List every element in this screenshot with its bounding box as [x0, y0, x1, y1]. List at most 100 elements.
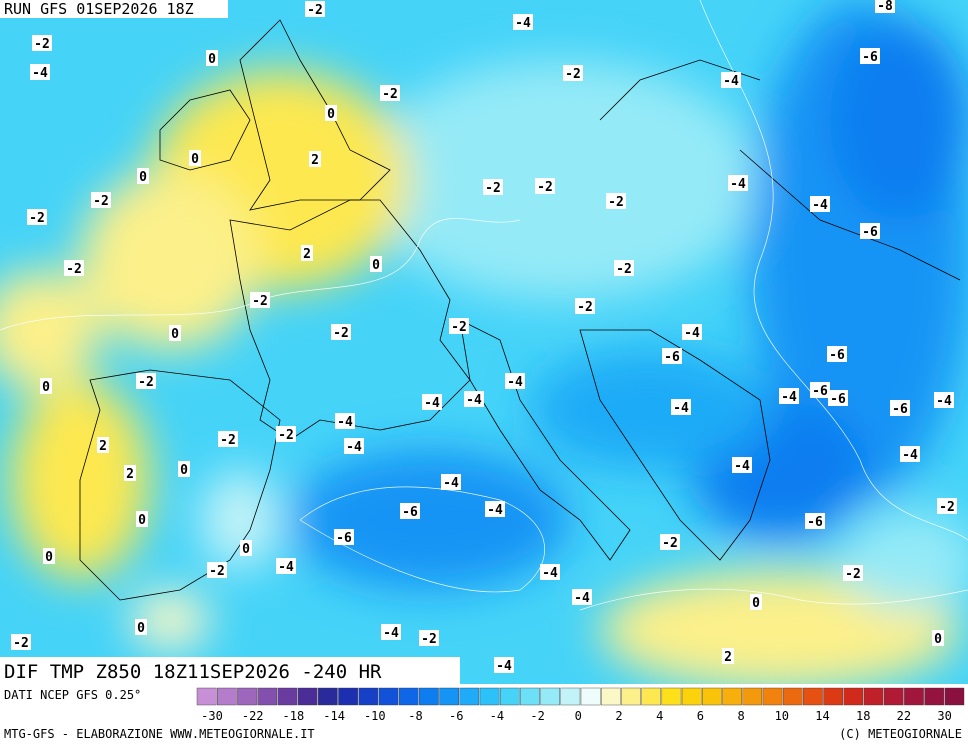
- contour-label: -6: [812, 384, 828, 399]
- legend-tick-label: -22: [242, 709, 264, 723]
- contour-label: -2: [138, 375, 154, 390]
- footer-title: DIF TMP Z850 18Z11SEP2026 -240 HR: [4, 661, 382, 683]
- contour-label-box: [485, 501, 505, 517]
- legend-swatch: [823, 687, 843, 706]
- contour-label-box: [843, 565, 863, 581]
- legend-swatch: [217, 687, 237, 706]
- contour-label: -8: [877, 0, 893, 14]
- legend-swatch: [863, 687, 884, 706]
- contour-label-box: [305, 1, 325, 17]
- contour-label-box: [464, 391, 484, 407]
- contour-label: -2: [845, 567, 861, 582]
- legend-swatch: [419, 687, 439, 706]
- legend-tick-label: 6: [697, 709, 704, 723]
- contour-label: 0: [752, 596, 760, 611]
- contour-label: 0: [138, 513, 146, 528]
- contour-label: -2: [382, 87, 398, 102]
- contour-label: 0: [242, 542, 250, 557]
- contour-label-box: [732, 457, 752, 473]
- contour-label-box: [682, 324, 702, 340]
- contour-label: -2: [93, 194, 109, 209]
- legend-swatch: [540, 687, 560, 706]
- contour-label-box: [934, 392, 954, 408]
- temperature-field: [0, 0, 968, 684]
- contour-label: 0: [934, 632, 942, 647]
- contour-label: -6: [862, 50, 878, 65]
- contour-label-box: [535, 178, 555, 194]
- contour-label: -2: [577, 300, 593, 315]
- contour-label-box: [43, 548, 55, 564]
- contour-label: 0: [139, 170, 147, 185]
- legend-swatch: [520, 687, 540, 706]
- header-box: [0, 0, 228, 18]
- legend-swatch: [297, 687, 318, 706]
- legend-tick-label: 10: [775, 709, 789, 723]
- contour-label-box: [750, 594, 762, 610]
- contour-label-box: [572, 589, 592, 605]
- legend-tick-label: 22: [897, 709, 911, 723]
- legend-swatch: [459, 687, 480, 706]
- contour-label: -4: [734, 459, 750, 474]
- contour-label-box: [370, 256, 382, 272]
- legend-swatch: [722, 687, 742, 706]
- contour-label-box: [860, 48, 880, 64]
- contour-label-box: [779, 388, 799, 404]
- contour-label: -2: [333, 326, 349, 341]
- legend-tick-label: 18: [856, 709, 870, 723]
- contour-label: 0: [372, 258, 380, 273]
- contour-label: -2: [662, 536, 678, 551]
- contour-label-box: [207, 562, 227, 578]
- contour-label-box: [810, 382, 830, 398]
- contour-label-box: [494, 657, 514, 673]
- contour-label: 0: [45, 550, 53, 565]
- contour-label-box: [575, 298, 595, 314]
- contour-label: -2: [220, 433, 236, 448]
- contour-label-box: [240, 540, 252, 556]
- contour-label: -4: [812, 198, 828, 213]
- contour-label: -4: [443, 476, 459, 491]
- contour-label-box: [810, 196, 830, 212]
- contour-label-box: [449, 318, 469, 334]
- color-legend: -30 -22 -18 -14 -10 -8 -6 -4 -2 0 2 4 6 8 10 14 18 22 30: [196, 687, 965, 723]
- contour-label-box: [135, 619, 147, 635]
- contour-label: -4: [684, 326, 700, 341]
- copyright-label: (C) METEOGIORNALE: [839, 727, 962, 741]
- contour-label-box: [662, 348, 682, 364]
- contour-label-box: [875, 0, 895, 13]
- legend-swatch: [580, 687, 601, 706]
- contour-label-box: [381, 624, 401, 640]
- legend-swatch: [237, 687, 257, 706]
- legend-swatch: [742, 687, 763, 706]
- contour-label: 0: [42, 380, 50, 395]
- contour-label: -4: [781, 390, 797, 405]
- contour-label: 2: [303, 247, 311, 262]
- contour-label-box: [721, 72, 741, 88]
- contour-label-box: [169, 325, 181, 341]
- contour-label-box: [276, 558, 296, 574]
- contour-label: -2: [209, 564, 225, 579]
- legend-swatch: [196, 687, 217, 706]
- legend-swatch: [843, 687, 864, 706]
- contour-label: -4: [346, 440, 362, 455]
- contour-label: -4: [936, 394, 952, 409]
- contour-label: 2: [311, 153, 319, 168]
- contour-label: -2: [616, 262, 632, 277]
- contour-label: -2: [451, 320, 467, 335]
- legend-swatch: [661, 687, 682, 706]
- contour-label-box: [276, 426, 296, 442]
- legend-swatch: [883, 687, 904, 706]
- legend-tick-label: 8: [737, 709, 744, 723]
- contour-label: -2: [66, 262, 82, 277]
- contour-label-box: [334, 529, 354, 545]
- contour-label-box: [136, 511, 148, 527]
- contour-label-box: [483, 179, 503, 195]
- contour-label-box: [11, 634, 31, 650]
- contour-label: -2: [13, 636, 29, 651]
- contour-label-box: [563, 65, 583, 81]
- legend-tick-label: 0: [575, 709, 582, 723]
- contour-label-box: [309, 151, 321, 167]
- contour-label: -6: [862, 225, 878, 240]
- legend-swatch: [601, 687, 621, 706]
- legend-tick-label: 2: [615, 709, 622, 723]
- legend-swatch: [621, 687, 641, 706]
